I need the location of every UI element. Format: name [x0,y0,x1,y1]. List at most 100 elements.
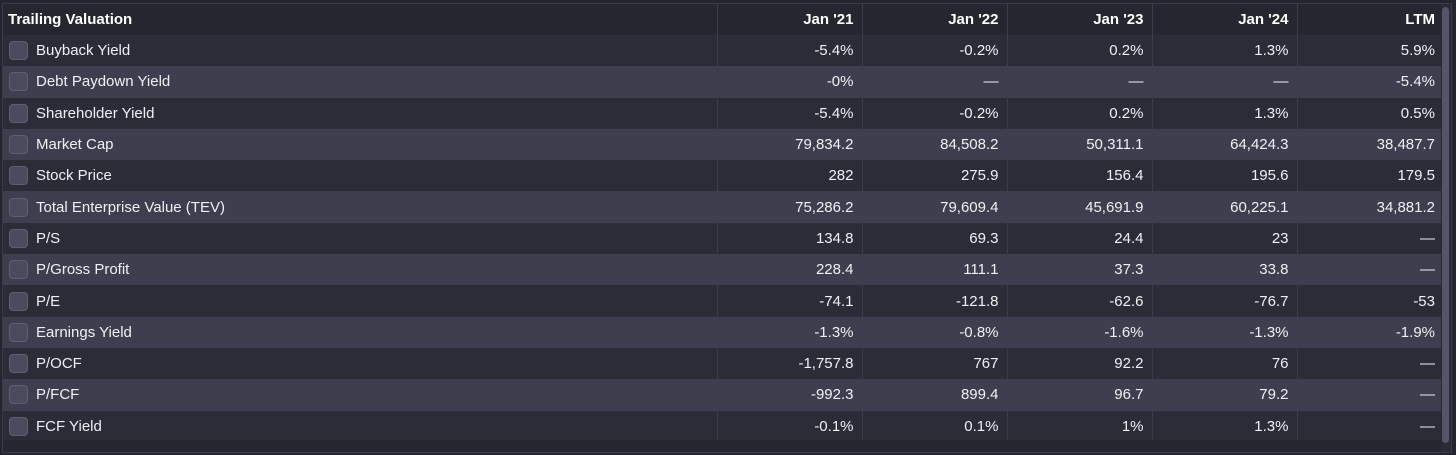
header-column[interactable]: Jan '22 [862,4,1008,35]
value-cell: 33.8 [1152,254,1298,286]
value-cell: -5.4% [717,97,863,129]
value-cell: 69.3 [862,222,1008,255]
value-cell: 767 [862,347,1008,380]
table-body: Buyback Yield -5.4% -0.2% 0.2% 1.3% 5.9% Debt … [3,35,1443,442]
value-cell: -1,757.8 [717,347,863,380]
value-cell: 1.3% [1152,35,1298,67]
row-checkbox[interactable] [9,228,28,248]
row-label-cell: Market Cap [3,128,718,161]
row-checkbox[interactable] [9,385,28,405]
value-cell: 0.1% [862,410,1008,442]
value-cell: 38,487.7 [1376,136,1435,154]
value-cell: -5.4% [1395,73,1435,91]
row-checkbox[interactable] [9,354,28,374]
value-cell: — [1420,229,1435,247]
value-cell: 0.2% [1007,97,1153,129]
row-label: Buyback Yield [36,42,131,60]
value-cell: — [862,66,1008,98]
scrollbar-thumb[interactable] [1442,7,1449,443]
table-row: Shareholder Yield -5.4% -0.2% 0.2% 1.3% 0.5% [3,97,1443,129]
row-label: Stock Price [36,167,112,185]
value-cell: 156.4 [1007,160,1153,192]
table-row: Buyback Yield -5.4% -0.2% 0.2% 1.3% 5.9% [3,35,1443,67]
value-cell: 275.9 [862,160,1008,192]
value-cell: — [1420,417,1435,435]
value-cell: -62.6 [1007,285,1153,317]
table-row: Earnings Yield -1.3% -0.8% -1.6% -1.3% -1.9% [3,316,1443,348]
row-label-cell: Debt Paydown Yield [3,66,718,98]
value-cell: 76 [1152,347,1298,380]
value-cell: -76.7 [1152,285,1298,317]
value-cell: 37.3 [1007,254,1153,286]
row-checkbox[interactable] [9,103,28,123]
value-cell: 24.4 [1007,222,1153,255]
header-column[interactable]: LTM [1405,11,1435,28]
row-checkbox[interactable] [9,322,28,342]
value-cell: 1.3% [1152,410,1298,442]
header-trailing-valuation[interactable]: Trailing Valuation [3,4,718,35]
value-cell: 0.5% [1400,104,1435,122]
table-row: P/S 134.8 69.3 24.4 23 — [3,222,1443,255]
value-cell: 5.9% [1400,42,1435,60]
header-column[interactable]: Jan '23 [1007,4,1153,35]
header-column[interactable]: Jan '21 [717,4,863,35]
value-cell: 64,424.3 [1152,128,1298,161]
header-column[interactable]: Jan '24 [1152,4,1298,35]
row-label-cell: P/FCF [3,379,718,411]
table-row: P/Gross Profit 228.4 111.1 37.3 33.8 — [3,254,1443,286]
row-checkbox[interactable] [9,166,28,186]
value-cell: 282 [717,160,863,192]
value-cell: 79.2 [1152,379,1298,411]
value-cell: 34,881.2 [1376,198,1435,216]
value-cell: -53 [1413,292,1435,310]
row-checkbox[interactable] [9,72,28,92]
row-label-cell: P/Gross Profit [3,254,718,286]
row-label-cell: Buyback Yield [3,35,718,67]
row-checkbox[interactable] [9,197,28,217]
row-label-cell: FCF Yield [3,410,718,442]
value-cell: 50,311.1 [1007,128,1153,161]
table-row: FCF Yield -0.1% 0.1% 1% 1.3% — [3,410,1443,442]
value-cell: 84,508.2 [862,128,1008,161]
row-label: P/Gross Profit [36,261,130,279]
row-checkbox[interactable] [9,41,28,61]
value-cell: — [1420,261,1435,279]
value-cell: 23 [1152,222,1298,255]
row-checkbox[interactable] [9,135,28,155]
value-cell: -121.8 [862,285,1008,317]
trailing-valuation-panel: Trailing Valuation Jan '21 Jan '22 Jan '23… [2,3,1452,453]
row-label: P/S [36,229,61,247]
row-checkbox[interactable] [9,260,28,280]
value-cell: 134.8 [717,222,863,255]
table-row: P/E -74.1 -121.8 -62.6 -76.7 -53 [3,285,1443,317]
table-row: Debt Paydown Yield -0% — — — -5.4% [3,66,1443,98]
row-label: Debt Paydown Yield [36,73,171,91]
value-cell: -1.3% [1152,316,1298,348]
row-label-cell: Total Enterprise Value (TEV) [3,191,718,223]
row-label-cell: Earnings Yield [3,316,718,348]
table-row: Stock Price 282 275.9 156.4 195.6 179.5 [3,160,1443,192]
value-cell: -1.9% [1395,323,1435,341]
value-cell: -992.3 [717,379,863,411]
header-row: Trailing Valuation Jan '21 Jan '22 Jan '23… [3,4,1443,35]
row-label: Total Enterprise Value (TEV) [36,198,225,216]
row-label: Shareholder Yield [36,104,155,122]
table-row: Market Cap 79,834.2 84,508.2 50,311.1 64,424… [3,128,1443,161]
value-cell: 899.4 [862,379,1008,411]
value-cell: -5.4% [717,35,863,67]
value-cell: -0.1% [717,410,863,442]
value-cell: -0.2% [862,97,1008,129]
table-row: P/OCF -1,757.8 767 92.2 76 — [3,347,1443,380]
vertical-scrollbar[interactable] [1441,4,1451,452]
row-checkbox[interactable] [9,291,28,311]
row-label: FCF Yield [36,417,102,435]
value-cell: 0.2% [1007,35,1153,67]
value-cell: — [1420,386,1435,404]
value-cell: 179.5 [1397,167,1435,185]
row-label: Earnings Yield [36,323,132,341]
row-label-cell: P/OCF [3,347,718,380]
value-cell: — [1420,355,1435,373]
row-checkbox[interactable] [9,416,28,436]
value-cell: -0% [717,66,863,98]
table-header: Trailing Valuation Jan '21 Jan '22 Jan '23… [3,4,1443,35]
